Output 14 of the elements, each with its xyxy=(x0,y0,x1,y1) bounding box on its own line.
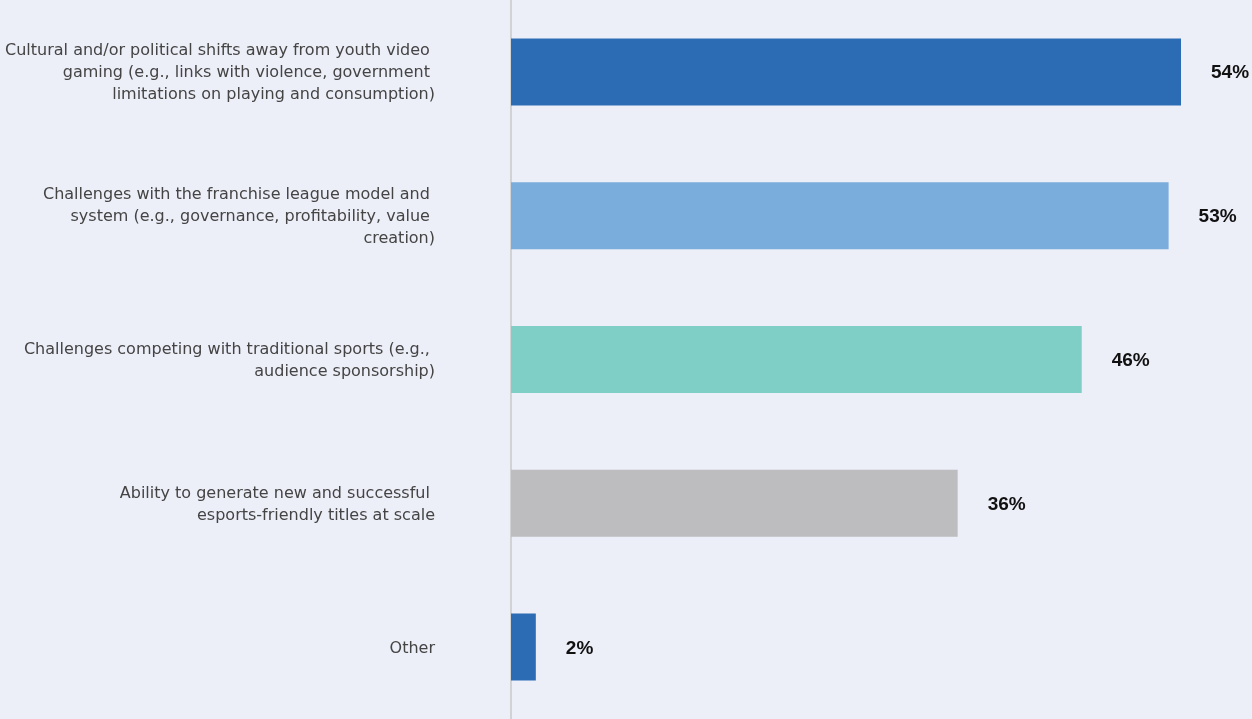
data-label: 46% xyxy=(1111,349,1150,370)
data-label: 36% xyxy=(987,492,1026,514)
bar xyxy=(511,38,1181,106)
data-label: 54% xyxy=(1211,61,1250,83)
data-label: 2% xyxy=(565,636,594,658)
bar xyxy=(511,182,1169,250)
bar xyxy=(511,326,1082,393)
y-tick-label: Challenges competing with traditional sports (e.g., audience sponsorship) xyxy=(23,339,435,380)
y-tick-label: Cultural and/or political shifts away from youth video gaming (e.g., links with violence, government limitations on playing and consumption) xyxy=(5,40,435,104)
y-tick-label: Ability to generate new and successful esports-friendly titles at scale xyxy=(119,482,435,524)
bar xyxy=(511,613,536,681)
data-label: 53% xyxy=(1198,205,1237,227)
y-tick-label: Other xyxy=(389,637,436,657)
y-tick-label: Challenges with the franchise league model and system (e.g., governance, profitability, value creation) xyxy=(42,184,435,248)
